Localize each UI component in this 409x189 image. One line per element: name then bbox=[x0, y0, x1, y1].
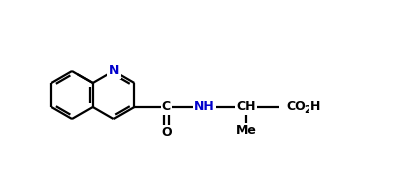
Text: CO: CO bbox=[286, 101, 306, 114]
Text: N: N bbox=[108, 64, 119, 77]
Text: Me: Me bbox=[236, 125, 257, 138]
Text: O: O bbox=[161, 126, 172, 139]
Text: H: H bbox=[310, 101, 321, 114]
Text: 2: 2 bbox=[304, 105, 311, 115]
Text: NH: NH bbox=[194, 101, 215, 114]
Text: C: C bbox=[162, 101, 171, 114]
Text: CH: CH bbox=[236, 101, 256, 114]
